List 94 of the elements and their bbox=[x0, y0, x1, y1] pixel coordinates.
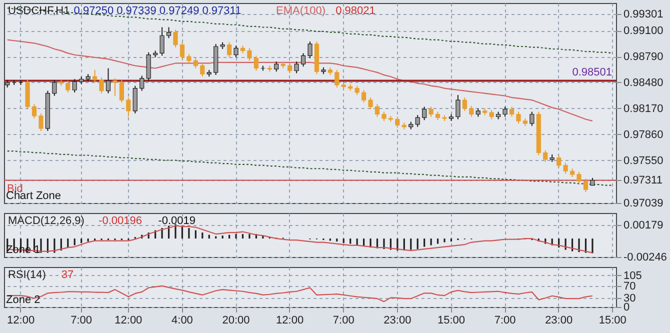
ref-line-label: 0.98501 bbox=[572, 66, 612, 79]
candlestick bbox=[469, 105, 474, 118]
y-tick-label: 0.00179 bbox=[624, 220, 664, 232]
candlestick bbox=[563, 162, 568, 174]
x-tick-label: 12:00 bbox=[276, 314, 304, 326]
candlestick bbox=[428, 106, 434, 118]
candlestick bbox=[52, 79, 57, 96]
x-tick-label: 4:00 bbox=[172, 314, 193, 326]
candlestick bbox=[300, 52, 306, 68]
y-tick-label: 0.97550 bbox=[624, 154, 664, 167]
candlestick bbox=[368, 97, 373, 110]
annotation: -0.0019 bbox=[158, 215, 196, 227]
y-tick-label: 0.98170 bbox=[624, 102, 664, 115]
candlestick bbox=[99, 76, 104, 94]
y-tick-label: 0.97311 bbox=[624, 174, 662, 187]
line-series bbox=[6, 225, 594, 254]
candlestick bbox=[415, 114, 420, 128]
candlestick bbox=[92, 69, 98, 83]
text: EMA(100) bbox=[276, 5, 326, 17]
annotation: Chart Zone bbox=[6, 190, 62, 202]
annotation: 37 bbox=[61, 269, 74, 281]
candlestick bbox=[462, 97, 467, 112]
candlestick bbox=[112, 78, 118, 96]
chart-subtitle: 0.97250 0.97339 0.97249 0.97311 bbox=[74, 5, 242, 17]
y-tick-label: 0.99301 bbox=[624, 8, 664, 20]
y-tick-label: 0.98480 bbox=[624, 76, 664, 89]
x-tick-label: 12:00 bbox=[7, 314, 35, 326]
y-tick-label: 0.97860 bbox=[624, 128, 664, 141]
candlestick bbox=[200, 62, 205, 78]
x-tick-label: 7:00 bbox=[70, 314, 92, 326]
candlestick bbox=[456, 94, 460, 120]
candlestick bbox=[334, 69, 340, 88]
y-tick-label: 30 bbox=[624, 292, 636, 304]
y-tick-label: 0.99100 bbox=[624, 25, 664, 38]
chart-title: USDCHF,H1 bbox=[8, 5, 70, 17]
candlestick bbox=[160, 26, 164, 56]
chart-title: RSI(14) bbox=[8, 269, 46, 281]
candlestick bbox=[308, 40, 312, 59]
candlestick bbox=[382, 111, 386, 122]
candlestick bbox=[166, 26, 172, 39]
candlestick bbox=[146, 52, 151, 82]
candlestick bbox=[140, 75, 144, 92]
x-tick-label: 7:00 bbox=[332, 314, 354, 326]
candlestick bbox=[186, 54, 192, 64]
candlestick bbox=[247, 48, 252, 62]
candlestick bbox=[106, 68, 111, 94]
annotation: Zone 2 bbox=[6, 294, 40, 306]
annotation: 0.98021 bbox=[336, 5, 376, 17]
candlestick bbox=[132, 85, 138, 114]
candlestick bbox=[294, 61, 299, 74]
candlestick bbox=[576, 171, 582, 184]
candlestick bbox=[234, 45, 238, 58]
candlestick bbox=[516, 111, 521, 124]
candlestick bbox=[32, 104, 37, 119]
y-tick-label: 0.98790 bbox=[624, 51, 664, 64]
y-tick-label: 0 bbox=[624, 302, 630, 314]
candlestick bbox=[395, 116, 400, 128]
candlestick bbox=[374, 104, 380, 118]
annotation: -0.00196 bbox=[98, 215, 142, 227]
line-series bbox=[6, 7, 614, 54]
candlestick bbox=[583, 178, 588, 193]
x-tick-label: 15:00 bbox=[598, 314, 626, 326]
x-tick-label: 15:00 bbox=[437, 314, 465, 326]
candlestick bbox=[274, 61, 279, 72]
y-tick-label: 70 bbox=[624, 280, 636, 292]
x-tick-label: 20:00 bbox=[222, 314, 250, 326]
candlestick bbox=[362, 89, 366, 104]
candlestick bbox=[72, 78, 77, 93]
candlestick bbox=[556, 154, 562, 168]
y-tick-label: -0.00246 bbox=[624, 252, 667, 264]
candlestick bbox=[38, 112, 44, 132]
candlestick bbox=[509, 106, 514, 118]
candlestick bbox=[193, 58, 198, 69]
candlestick bbox=[288, 62, 292, 74]
candlestick bbox=[530, 111, 534, 126]
y-tick-label: 0.97039 bbox=[624, 198, 664, 210]
candlestick bbox=[126, 97, 131, 118]
candlestick bbox=[422, 106, 427, 121]
candlestick bbox=[173, 29, 178, 48]
y-tick-label: 105 bbox=[624, 270, 642, 282]
candlestick bbox=[354, 85, 360, 96]
candlestick bbox=[543, 150, 548, 162]
x-tick-label: 23:00 bbox=[384, 314, 412, 326]
candlestick bbox=[180, 42, 185, 60]
candlestick bbox=[226, 42, 232, 58]
candlestick bbox=[66, 80, 70, 93]
x-tick-label: 7:00 bbox=[494, 314, 516, 326]
x-tick-label: 23:00 bbox=[545, 314, 573, 326]
candlestick bbox=[502, 106, 508, 118]
candlestick bbox=[489, 110, 494, 120]
candlestick bbox=[254, 55, 258, 72]
chart-title: MACD(12,26,9) bbox=[8, 215, 84, 227]
x-tick-label: 12:00 bbox=[114, 314, 142, 326]
candlestick bbox=[119, 79, 124, 104]
